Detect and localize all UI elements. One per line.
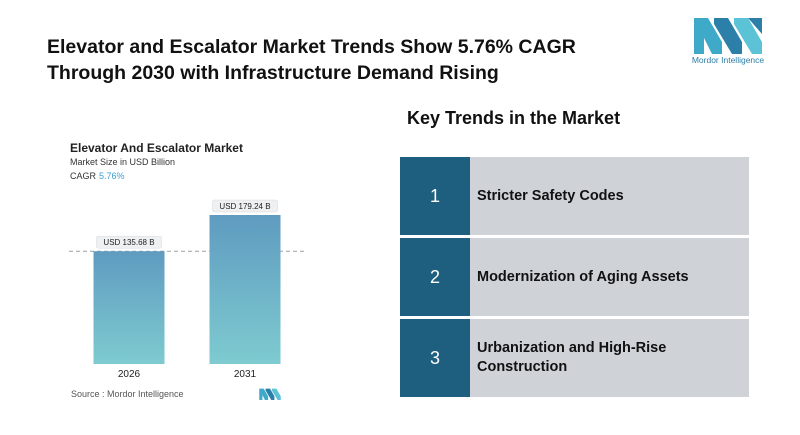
market-size-chart: USD 135.68 B 2026 USD 179.24 B 2031 xyxy=(69,199,307,380)
chart-cagr: CAGR 5.76% xyxy=(70,171,125,181)
trend-text: Urbanization and High-Rise Construction xyxy=(477,340,667,375)
cagr-label: CAGR xyxy=(70,171,97,181)
trend-number: 3 xyxy=(400,319,470,397)
source-logo-icon xyxy=(259,388,281,400)
page-headline: Elevator and Escalator Market Trends Sho… xyxy=(47,34,647,86)
brand-name: Mordor Intelligence xyxy=(691,55,765,65)
cagr-value: 5.76% xyxy=(99,171,125,181)
trend-number: 2 xyxy=(400,238,470,316)
chart-source: Source : Mordor Intelligence xyxy=(71,389,184,399)
trend-text: Modernization of Aging Assets xyxy=(477,268,689,285)
chart-title: Elevator And Escalator Market xyxy=(70,141,243,155)
headline-line-1: Elevator and Escalator Market Trends Sho… xyxy=(47,36,576,58)
chart-subtitle: Market Size in USD Billion xyxy=(70,157,176,167)
data-label: USD 179.24 B xyxy=(219,202,270,211)
trend-number: 1 xyxy=(400,157,470,235)
data-label: USD 135.68 B xyxy=(103,238,154,247)
data-label-bg xyxy=(212,199,278,213)
bar-2031 xyxy=(209,215,281,364)
trend-text: Stricter Safety Codes xyxy=(477,187,624,204)
x-tick-label: 2031 xyxy=(234,369,257,380)
trends-title: Key Trends in the Market xyxy=(407,108,621,128)
trend-item-3: 3 Urbanization and High-Rise Constructio… xyxy=(400,319,749,397)
bar-2026 xyxy=(93,251,165,364)
data-label-bg xyxy=(96,235,162,249)
trend-item-2: 2 Modernization of Aging Assets xyxy=(400,238,749,316)
headline-line-2: Through 2030 with Infrastructure Demand … xyxy=(47,62,499,84)
brand-logo: Mordor Intelligence xyxy=(688,16,768,68)
trend-item-1: 1 Stricter Safety Codes xyxy=(400,157,749,235)
x-tick-label: 2026 xyxy=(118,369,141,380)
mordor-logo-icon xyxy=(694,18,762,54)
